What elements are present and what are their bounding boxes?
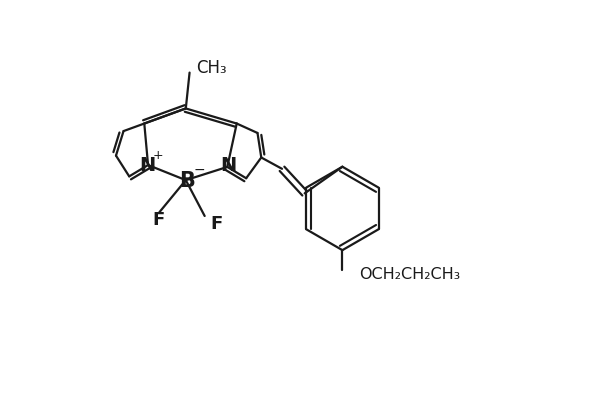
Text: +: + bbox=[152, 149, 163, 162]
Text: F: F bbox=[152, 211, 164, 229]
Text: B: B bbox=[179, 171, 195, 191]
Text: −: − bbox=[194, 163, 206, 177]
Text: N: N bbox=[220, 156, 236, 176]
Text: N: N bbox=[139, 156, 155, 174]
Text: OCH₂CH₂CH₃: OCH₂CH₂CH₃ bbox=[359, 268, 461, 282]
Text: F: F bbox=[211, 215, 223, 233]
Text: CH₃: CH₃ bbox=[196, 59, 227, 77]
